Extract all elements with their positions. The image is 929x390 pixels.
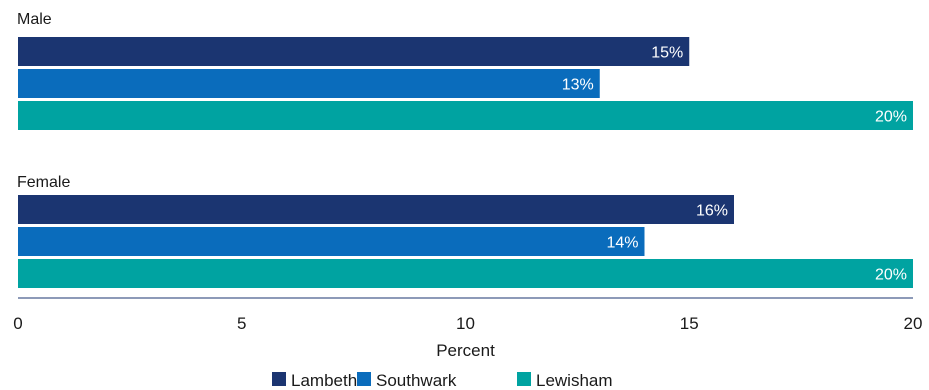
data-label-lewisham-male: 20% <box>875 109 907 126</box>
legend-label-southwark: Southwark <box>376 371 457 390</box>
bar-lambeth-male <box>18 37 690 66</box>
bar-lewisham-female <box>18 259 913 288</box>
legend-label-lambeth: Lambeth <box>291 371 357 390</box>
legend-swatch-lambeth <box>272 372 286 386</box>
chart-groups: Male 15% 13% 20% Female 16% 14% 20% <box>17 11 913 288</box>
x-axis-ticks: 0 5 10 15 20 <box>13 314 922 333</box>
x-axis-label: Percent <box>436 341 495 360</box>
legend: Lambeth Southwark Lewisham <box>272 371 613 390</box>
x-tick-label-0: 0 <box>13 314 22 333</box>
bar-southwark-female <box>18 227 645 256</box>
category-label-female: Female <box>17 174 70 191</box>
data-label-southwark-female: 14% <box>606 235 638 252</box>
data-label-southwark-male: 13% <box>562 77 594 94</box>
category-label-male: Male <box>17 11 52 28</box>
x-tick-label-15: 15 <box>680 314 699 333</box>
bar-lewisham-male <box>18 101 913 130</box>
legend-swatch-southwark <box>357 372 371 386</box>
bar-southwark-male <box>18 69 600 98</box>
x-tick-label-5: 5 <box>237 314 246 333</box>
legend-swatch-lewisham <box>517 372 531 386</box>
data-label-lambeth-female: 16% <box>696 203 728 220</box>
data-label-lewisham-female: 20% <box>875 267 907 284</box>
x-tick-label-10: 10 <box>456 314 475 333</box>
x-tick-label-20: 20 <box>904 314 923 333</box>
legend-label-lewisham: Lewisham <box>536 371 613 390</box>
data-label-lambeth-male: 15% <box>651 45 683 62</box>
bar-lambeth-female <box>18 195 734 224</box>
